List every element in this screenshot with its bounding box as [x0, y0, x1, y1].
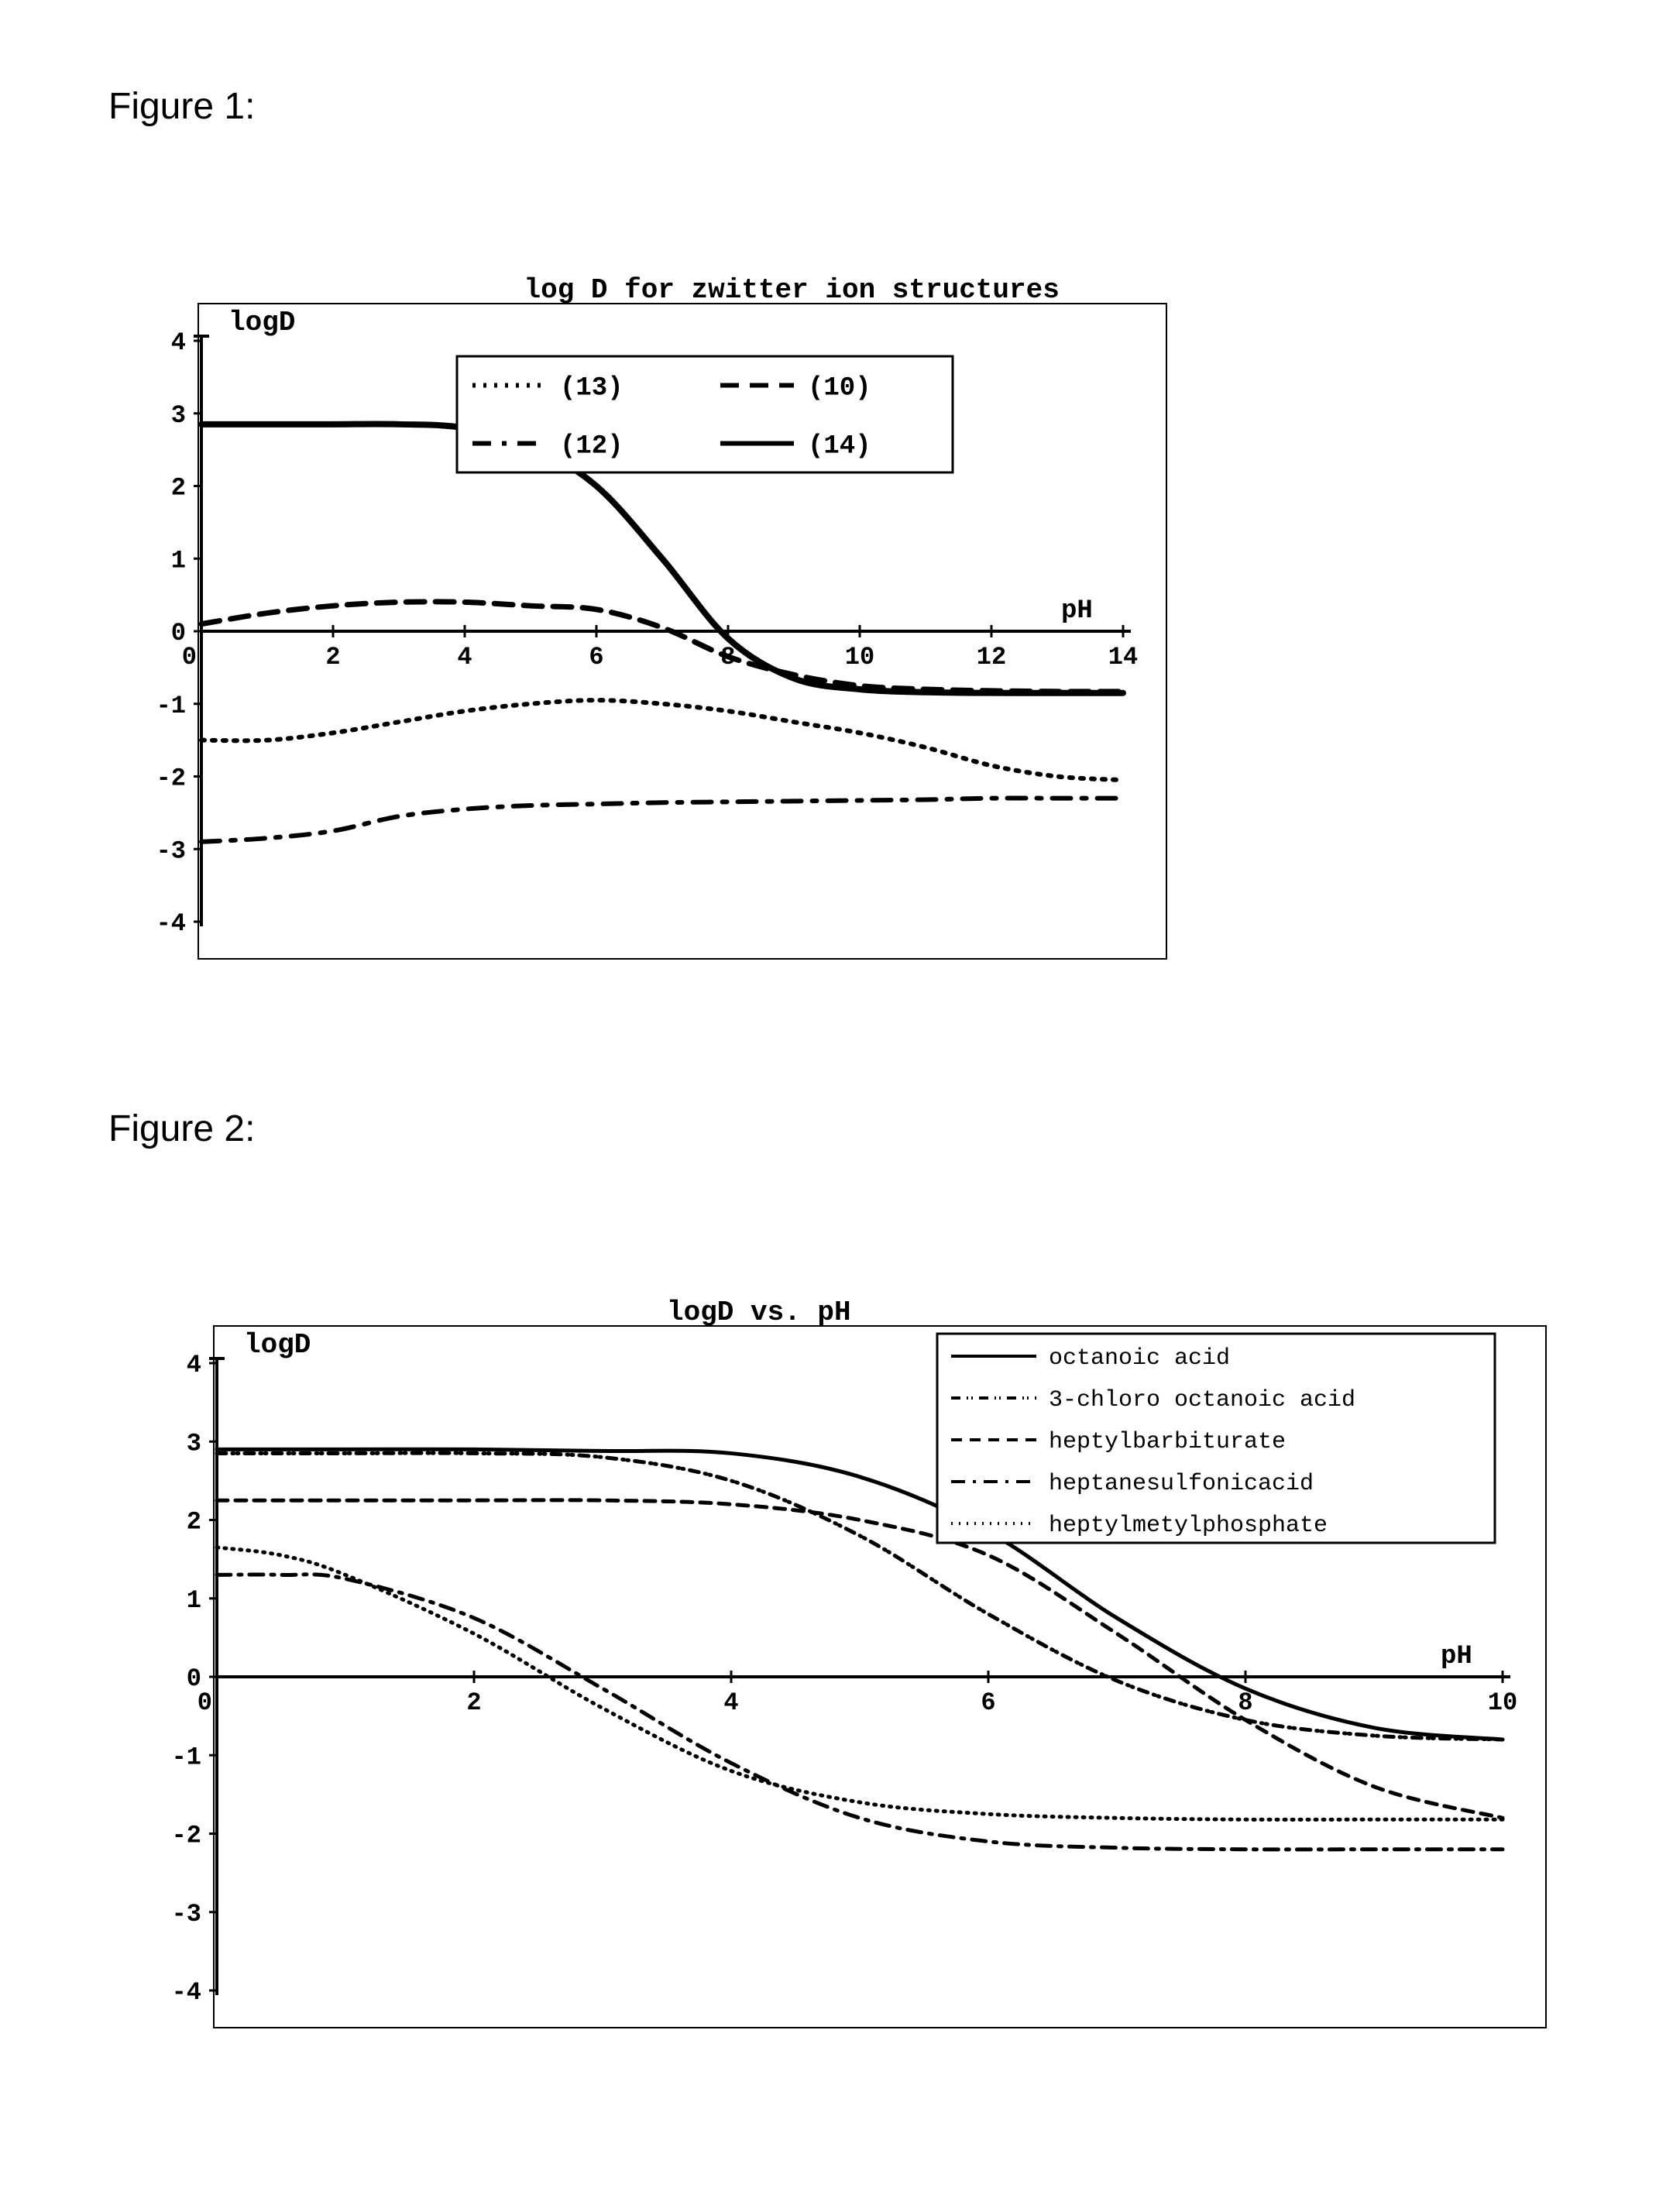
chart1-xtick-label: 14: [1108, 643, 1138, 672]
chart1-ylabel: logD: [228, 307, 295, 338]
chart2-xtick-label: 6: [981, 1688, 995, 1717]
chart2-legend-label: heptylbarbiturate: [1049, 1429, 1286, 1455]
chart2-series-barb: [217, 1500, 1503, 1818]
chart2-ytick-label: -3: [172, 1900, 201, 1929]
chart2-legend: octanoic acid 3-chloro octanoic acid hepty…: [937, 1334, 1495, 1543]
chart1-xtick-label: 4: [457, 643, 472, 672]
chart2-series-phos: [217, 1547, 1503, 1819]
chart1-legend-label: (10): [808, 374, 871, 404]
chart2-legend-label: octanoic acid: [1049, 1345, 1230, 1372]
chart1-series-s13: [201, 700, 1123, 780]
chart1-legend: (13) (10) (12) (14): [457, 356, 953, 472]
chart2-ytick-label: -2: [172, 1822, 201, 1850]
chart2-xlabel: pH: [1441, 1642, 1472, 1671]
chart1-legend-label: (12): [560, 432, 624, 462]
chart2-ytick-label: -4: [172, 1978, 201, 2007]
chart2-xtick-label: 10: [1488, 1688, 1517, 1717]
chart1-ytick-label: -2: [156, 764, 186, 793]
chart1-legend-label: (14): [808, 432, 871, 462]
chart2: logD vs. pHlogD-4-3-2-1012340246810pHoct…: [101, 1262, 1557, 2037]
chart1-ytick-label: 1: [171, 546, 186, 575]
chart2-title: logD vs. pH: [667, 1297, 851, 1328]
chart1-legend-label: (13): [560, 374, 624, 404]
chart2-ylabel: logD: [244, 1329, 311, 1361]
chart1-series-s12: [201, 798, 1123, 841]
chart2-legend-label: heptanesulfonicacid: [1049, 1471, 1314, 1497]
chart2-ytick-label: -1: [172, 1743, 201, 1771]
chart1-xtick-label: 2: [325, 643, 340, 672]
chart1-xlabel: pH: [1061, 596, 1093, 626]
chart2-legend-label: 3-chloro octanoic acid: [1049, 1387, 1355, 1413]
chart1-ytick-label: 3: [171, 401, 186, 430]
chart1-ytick-label: -4: [156, 909, 186, 938]
chart2-xtick-label: 4: [723, 1688, 738, 1717]
chart2-xtick-label: 2: [466, 1688, 481, 1717]
chart1-xtick-label: 6: [589, 643, 603, 672]
chart1-ytick-label: 2: [171, 474, 186, 503]
chart1-legend-box: [457, 356, 953, 472]
chart1-xtick-label: 0: [182, 643, 197, 672]
chart2-ytick-label: 3: [187, 1429, 201, 1458]
chart2-xtick-label: 0: [198, 1688, 212, 1717]
chart2-ytick-label: 4: [187, 1351, 201, 1379]
figure2-label: Figure 2:: [108, 1108, 255, 1150]
chart2-ytick-label: 2: [187, 1508, 201, 1537]
figure1-label: Figure 1:: [108, 85, 255, 128]
chart1-xtick-label: 10: [845, 643, 874, 672]
chart1-xtick-label: 12: [977, 643, 1006, 672]
chart1-title: log D for zwitter ion structures: [524, 274, 1060, 306]
chart1: log D for zwitter ion structures logD -4 -3…: [101, 240, 1170, 968]
chart2-ytick-label: 1: [187, 1586, 201, 1615]
chart1-ytick-label: -1: [156, 692, 186, 720]
chart1-ytick-label: 4: [171, 328, 186, 357]
chart2-legend-label: heptylmetylphosphate: [1049, 1513, 1328, 1539]
chart1-ytick-label: -3: [156, 836, 186, 865]
